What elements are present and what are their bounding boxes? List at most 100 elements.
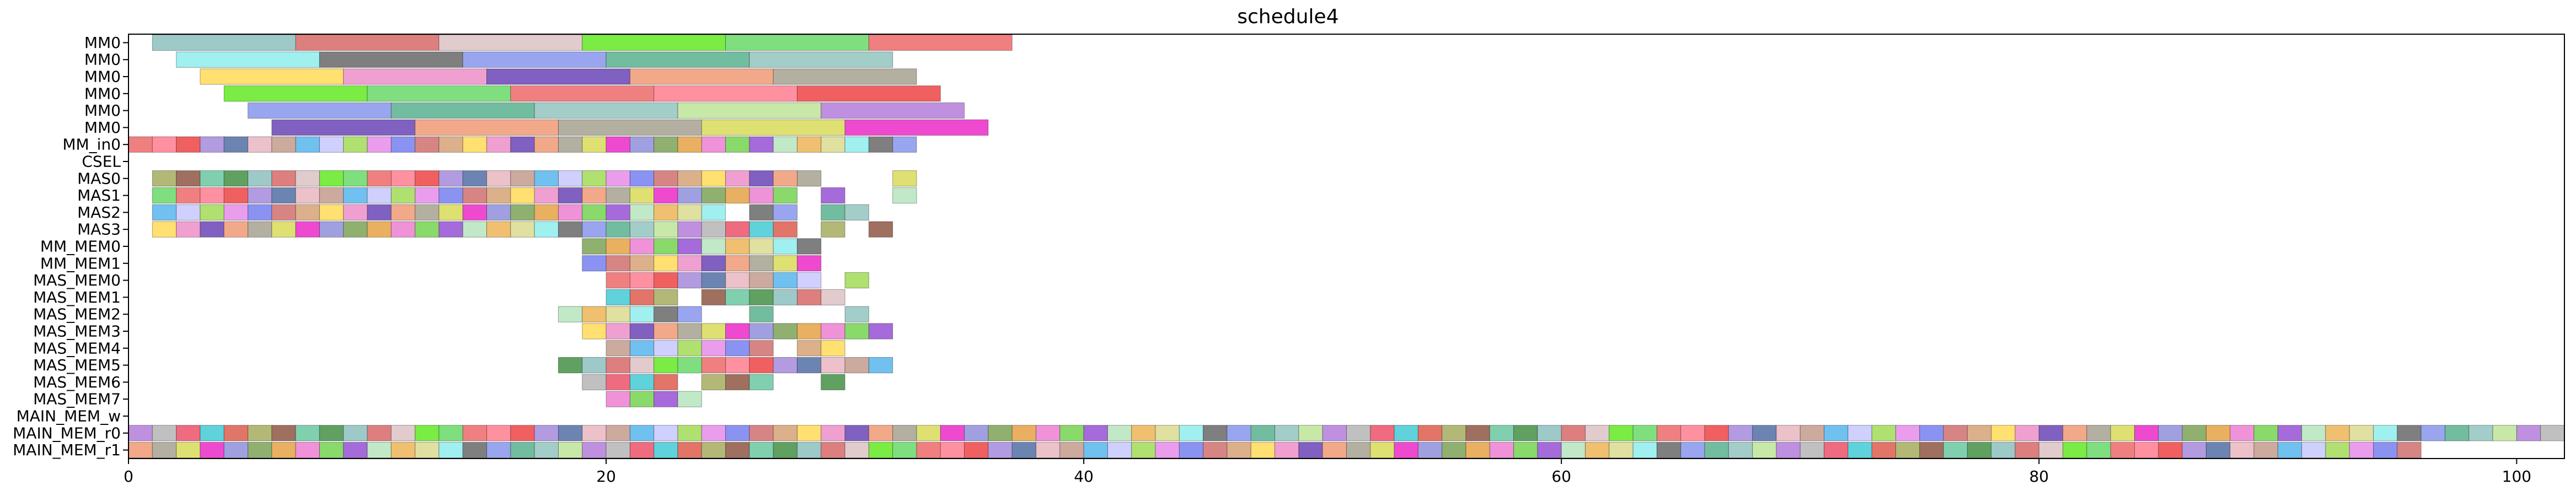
bar-9-3 [223, 187, 249, 204]
bar-11-21 [654, 221, 678, 238]
bar-13-3 [654, 255, 678, 272]
bar-8-24 [725, 170, 750, 187]
bar-24-17 [534, 441, 559, 459]
bar-24-89 [2253, 441, 2278, 459]
bar-17-10 [821, 323, 845, 339]
bar-9-26 [773, 187, 798, 204]
bar-24-84 [2134, 441, 2159, 459]
bar-23-20 [606, 425, 630, 441]
bar-23-97 [2444, 425, 2470, 441]
bar-17-7 [749, 323, 774, 339]
bar-17-9 [797, 323, 822, 339]
bar-24-94 [2373, 441, 2398, 459]
bar-10-16 [534, 204, 559, 221]
bar-9-19 [606, 187, 630, 204]
bar-2-2 [486, 68, 630, 85]
bar-9-21 [654, 187, 678, 204]
y-tick-label-10: MAS2 [77, 203, 121, 222]
bar-23-58 [1513, 425, 1538, 441]
bar-8-18 [582, 170, 607, 187]
bar-11-24 [725, 221, 750, 238]
bar-23-65 [1680, 425, 1705, 441]
bar-5-1 [415, 119, 559, 136]
bar-19-12 [844, 357, 869, 374]
bar-5-0 [271, 119, 416, 136]
bar-24-24 [701, 441, 726, 459]
bar-24-74 [1895, 441, 1920, 459]
bar-23-48 [1274, 425, 1299, 441]
bar-23-19 [582, 425, 607, 441]
bar-23-61 [1585, 425, 1610, 441]
bar-0-3 [582, 34, 726, 51]
bar-6-12 [415, 136, 440, 153]
bar-10-12 [438, 204, 463, 221]
bar-23-88 [2230, 425, 2254, 441]
bar-23-78 [1991, 425, 2016, 441]
bar-23-8 [319, 425, 344, 441]
bar-1-3 [606, 51, 750, 68]
bar-2-1 [343, 68, 488, 85]
bar-24-9 [343, 441, 368, 459]
bar-23-89 [2253, 425, 2278, 441]
y-tick-label-12: MM_MEM0 [40, 238, 121, 256]
bar-9-28 [892, 187, 917, 204]
bar-21-1 [629, 391, 655, 407]
bar-18-7 [797, 340, 822, 357]
bar-13-6 [725, 255, 750, 272]
bar-19-10 [797, 357, 822, 374]
bar-8-5 [271, 170, 296, 187]
bar-23-74 [1895, 425, 1920, 441]
bar-23-33 [916, 425, 941, 441]
bar-23-37 [1011, 425, 1037, 441]
bar-6-21 [629, 136, 655, 153]
bar-11-8 [343, 221, 368, 238]
x-tick-label-0: 0 [124, 467, 133, 486]
bar-23-28 [797, 425, 822, 441]
bar-23-50 [1322, 425, 1347, 441]
bar-9-17 [558, 187, 583, 204]
bar-23-100 [2516, 425, 2541, 441]
chart-title: schedule4 [1237, 6, 1339, 28]
bar-4-0 [248, 102, 392, 119]
bar-0-1 [295, 34, 440, 51]
y-axis: MM0MM0MM0MM0MM0MM0MM_in0CSELMAS0MAS1MAS2… [13, 34, 128, 459]
bar-6-3 [200, 136, 224, 153]
bar-24-26 [749, 441, 774, 459]
bar-23-80 [2038, 425, 2064, 441]
y-tick-label-9: MAS1 [77, 186, 121, 204]
bar-23-93 [2349, 425, 2374, 441]
bar-9-14 [486, 187, 511, 204]
bar-23-15 [486, 425, 511, 441]
bar-6-23 [677, 136, 702, 153]
bar-24-16 [510, 441, 535, 459]
bar-14-6 [749, 272, 774, 289]
bar-24-42 [1131, 441, 1156, 459]
bar-6-20 [606, 136, 630, 153]
bar-23-63 [1632, 425, 1657, 441]
y-tick-label-19: MAS_MEM5 [33, 356, 121, 374]
bar-6-6 [271, 136, 296, 153]
bar-11-2 [200, 221, 224, 238]
bar-11-17 [558, 221, 583, 238]
bar-14-7 [773, 272, 798, 289]
bar-10-20 [629, 204, 655, 221]
bar-24-79 [2015, 441, 2039, 459]
bar-23-91 [2301, 425, 2326, 441]
bar-24-7 [295, 441, 320, 459]
bar-8-15 [510, 170, 535, 187]
bar-21-0 [606, 391, 630, 407]
bar-17-2 [629, 323, 655, 339]
bar-9-25 [749, 187, 774, 204]
x-axis: 0 20 40 60 80 100 [124, 459, 2531, 486]
bar-6-11 [390, 136, 416, 153]
bar-23-24 [701, 425, 726, 441]
bar-8-25 [749, 170, 774, 187]
bar-10-25 [773, 204, 798, 221]
bar-16-5 [677, 306, 702, 322]
bar-23-84 [2134, 425, 2159, 441]
bar-10-26 [821, 204, 845, 221]
bar-24-23 [677, 441, 702, 459]
bar-24-44 [1179, 441, 1204, 459]
bar-1-2 [462, 51, 607, 68]
bar-9-5 [271, 187, 296, 204]
